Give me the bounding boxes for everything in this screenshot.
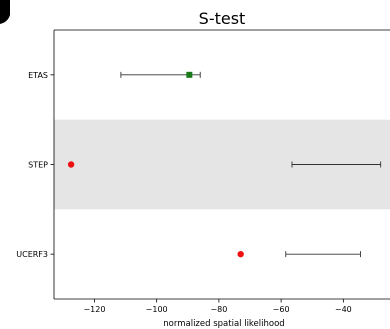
y-tick-label-etas: ETAS [28, 71, 48, 80]
x-tick-label: −120 [83, 305, 105, 314]
x-tick-label: −80 [210, 305, 227, 314]
y-categories: ETAS STEP UCERF3 [16, 71, 54, 259]
x-axis-label: normalized spatial likelihood [163, 319, 284, 329]
corner-mark-icon [0, 0, 10, 24]
x-tick-label: −40 [335, 305, 352, 314]
x-ticks: −120 −100 −80 −60 −40 [83, 299, 352, 314]
observed-point-etas [186, 71, 193, 78]
data-marks [67, 71, 382, 258]
observed-point-ucerf3 [237, 250, 244, 258]
x-tick-label: −60 [273, 305, 290, 314]
y-tick-label-ucerf3: UCERF3 [16, 250, 48, 259]
y-tick-label-step: STEP [28, 161, 48, 170]
chart-title: S-test [199, 9, 246, 28]
observed-point-step [67, 161, 75, 168]
x-tick-label: −100 [146, 305, 168, 314]
